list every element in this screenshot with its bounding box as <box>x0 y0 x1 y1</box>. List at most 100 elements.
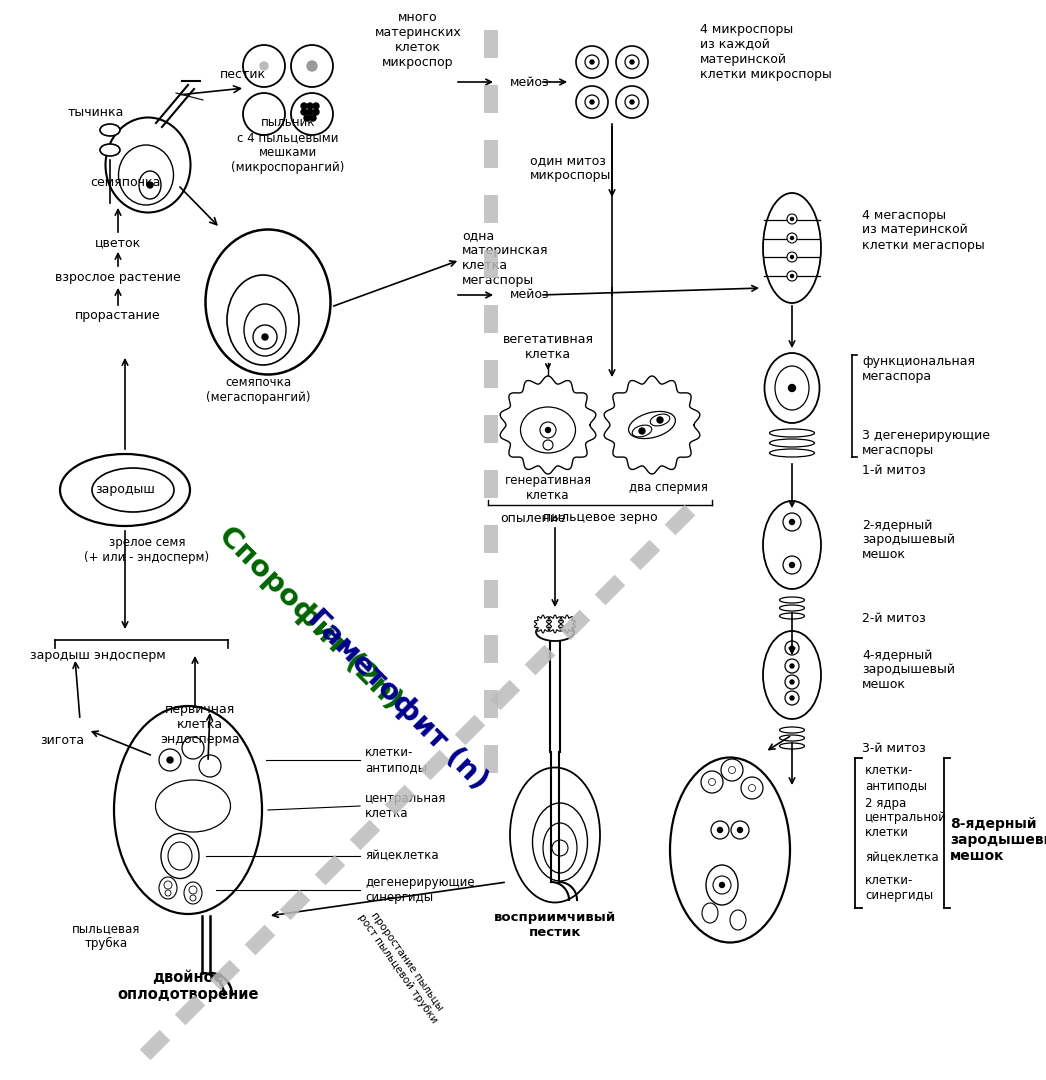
Ellipse shape <box>779 613 804 619</box>
Ellipse shape <box>156 780 230 832</box>
Polygon shape <box>419 750 450 780</box>
Polygon shape <box>490 679 520 711</box>
Circle shape <box>741 777 763 799</box>
Text: 3-й митоз: 3-й митоз <box>862 742 926 755</box>
Circle shape <box>306 109 313 114</box>
Polygon shape <box>595 575 626 605</box>
Circle shape <box>190 895 196 901</box>
FancyBboxPatch shape <box>484 470 498 498</box>
Circle shape <box>790 646 794 650</box>
Text: пестик: пестик <box>220 68 266 81</box>
Text: опыление: опыление <box>500 512 566 525</box>
Circle shape <box>253 325 277 349</box>
Ellipse shape <box>291 93 333 135</box>
Ellipse shape <box>629 411 676 438</box>
Circle shape <box>165 890 170 896</box>
Polygon shape <box>546 615 564 633</box>
Circle shape <box>657 417 663 423</box>
Circle shape <box>630 60 634 64</box>
Ellipse shape <box>763 631 821 719</box>
Polygon shape <box>605 376 700 474</box>
Polygon shape <box>560 610 590 640</box>
Circle shape <box>630 100 634 104</box>
FancyBboxPatch shape <box>484 415 498 443</box>
Polygon shape <box>349 820 380 850</box>
Circle shape <box>787 271 797 281</box>
Circle shape <box>784 691 799 705</box>
Ellipse shape <box>118 145 174 205</box>
Text: 4 мегаспоры
из материнской
клетки мегаспоры: 4 мегаспоры из материнской клетки мегасп… <box>862 208 984 252</box>
Ellipse shape <box>670 757 790 943</box>
Polygon shape <box>210 960 241 990</box>
Circle shape <box>310 114 316 121</box>
Text: клетки-
синергиды: клетки- синергиды <box>865 874 933 902</box>
Circle shape <box>720 882 725 888</box>
Text: Спорофит (2n): Спорофит (2n) <box>213 521 407 715</box>
Text: тычинка: тычинка <box>68 107 124 120</box>
Text: семяпочка: семяпочка <box>90 176 160 189</box>
Ellipse shape <box>510 768 600 903</box>
Circle shape <box>585 55 599 69</box>
FancyBboxPatch shape <box>484 690 498 718</box>
Circle shape <box>626 55 639 69</box>
Circle shape <box>721 759 743 781</box>
Ellipse shape <box>161 834 199 878</box>
Circle shape <box>540 422 556 438</box>
Circle shape <box>787 214 797 224</box>
Circle shape <box>789 384 796 391</box>
Polygon shape <box>140 1030 170 1061</box>
Text: два спермия: два спермия <box>629 482 707 495</box>
Text: зародыш эндосперм: зародыш эндосперм <box>30 648 165 661</box>
Ellipse shape <box>243 45 285 87</box>
Text: восприимчивый
пестик: восприимчивый пестик <box>494 912 616 939</box>
Text: вегетативная
клетка: вегетативная клетка <box>502 333 593 361</box>
Ellipse shape <box>616 86 649 118</box>
Polygon shape <box>535 615 551 633</box>
Circle shape <box>306 60 317 71</box>
Polygon shape <box>385 785 415 815</box>
Ellipse shape <box>779 597 804 603</box>
Circle shape <box>182 737 204 759</box>
Text: яйцеклетка: яйцеклетка <box>365 850 438 863</box>
Text: 4-ядерный
зародышевый
мешок: 4-ядерный зародышевый мешок <box>862 648 955 691</box>
Ellipse shape <box>706 865 738 905</box>
Ellipse shape <box>100 124 120 136</box>
Circle shape <box>301 109 306 114</box>
FancyBboxPatch shape <box>484 85 498 113</box>
FancyBboxPatch shape <box>484 745 498 773</box>
FancyBboxPatch shape <box>484 525 498 553</box>
Ellipse shape <box>576 46 608 78</box>
Text: дегенерирующие
синергиды: дегенерирующие синергиды <box>365 876 475 904</box>
Text: зигота: зигота <box>40 733 84 746</box>
Polygon shape <box>630 540 660 570</box>
Circle shape <box>731 821 749 839</box>
Ellipse shape <box>106 118 190 213</box>
Text: яйцеклетка: яйцеклетка <box>865 851 938 864</box>
FancyBboxPatch shape <box>484 195 498 222</box>
Ellipse shape <box>763 501 821 589</box>
Ellipse shape <box>184 882 202 904</box>
Text: 2-й митоз: 2-й митоз <box>862 611 926 624</box>
Ellipse shape <box>779 743 804 750</box>
Ellipse shape <box>60 454 190 526</box>
Text: 1-й митоз: 1-й митоз <box>862 464 926 477</box>
Polygon shape <box>500 376 596 474</box>
Text: клетки-
антиподы: клетки- антиподы <box>365 746 427 774</box>
Ellipse shape <box>702 903 718 923</box>
Ellipse shape <box>114 706 262 914</box>
Text: 3 дегенерирующие
мегаспоры: 3 дегенерирующие мегаспоры <box>862 429 990 457</box>
Circle shape <box>790 664 794 669</box>
FancyBboxPatch shape <box>484 30 498 58</box>
Circle shape <box>639 428 645 434</box>
Circle shape <box>711 821 729 839</box>
Text: центральная
клетка: центральная клетка <box>365 792 447 820</box>
Circle shape <box>787 233 797 243</box>
Circle shape <box>784 675 799 689</box>
Circle shape <box>790 696 794 700</box>
Circle shape <box>708 779 715 785</box>
Ellipse shape <box>543 823 577 873</box>
Circle shape <box>199 755 221 777</box>
Text: пыльцевое зерно: пыльцевое зерно <box>543 512 657 525</box>
Ellipse shape <box>779 605 804 611</box>
Text: проростание пыльцы
рост пыльцевой трубки: проростание пыльцы рост пыльцевой трубки <box>356 905 449 1025</box>
